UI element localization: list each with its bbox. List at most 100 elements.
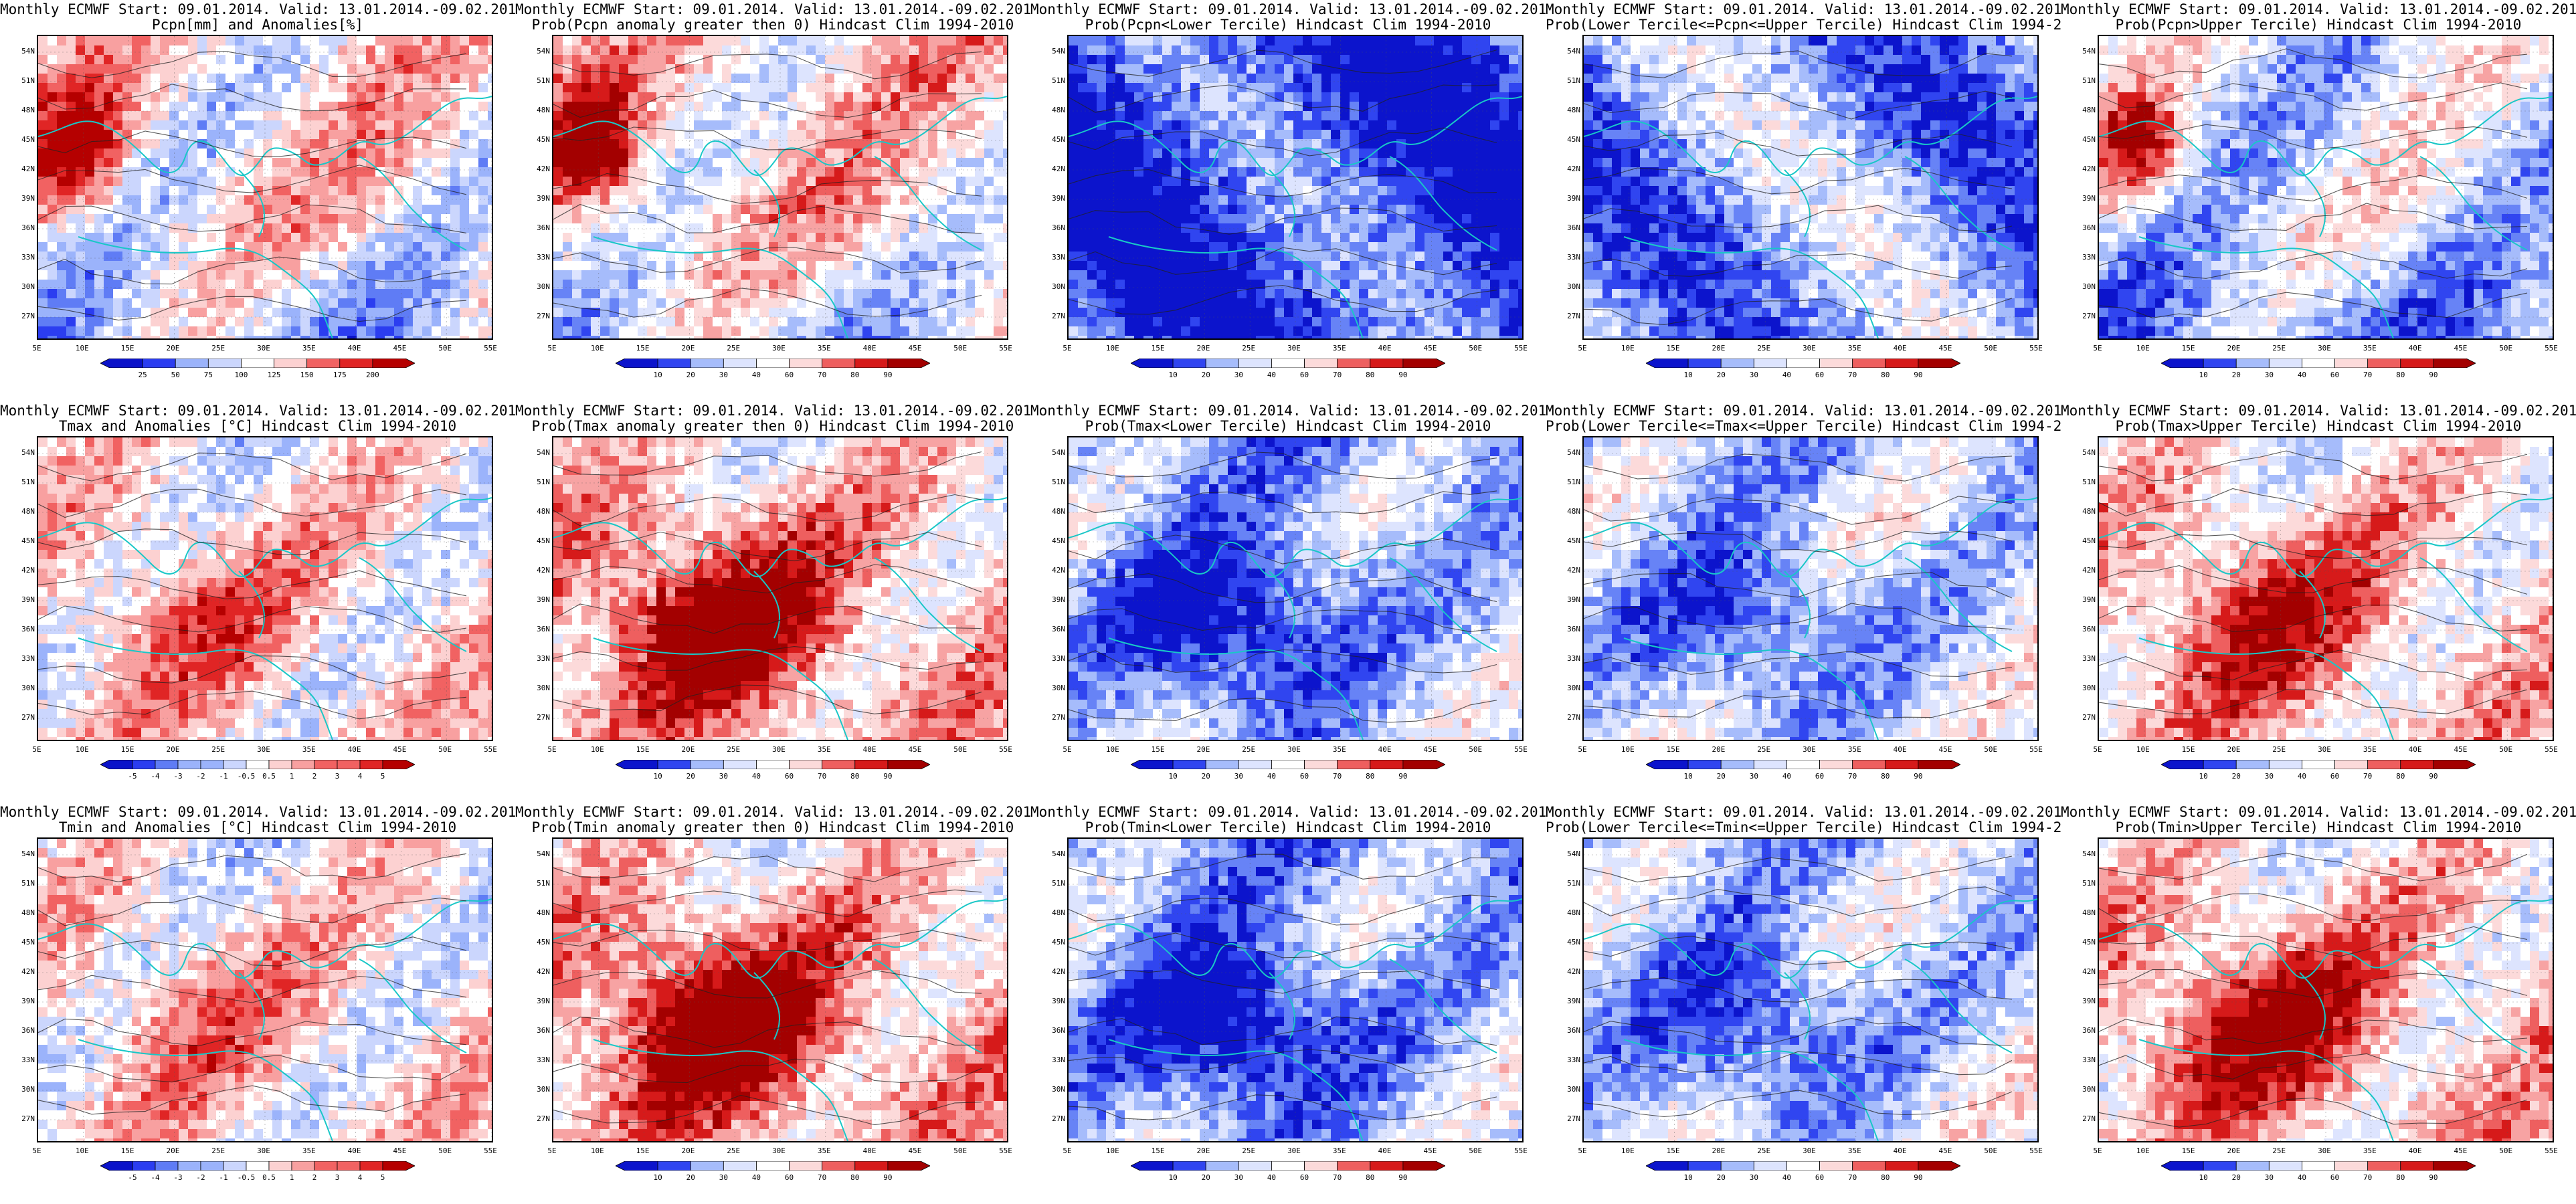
forecast-panel: Monthly ECMWF Start: 09.01.2014. Valid: … (1030, 401, 1546, 803)
longitude-label: 45E (901, 745, 928, 754)
colorbar-tick-label: 90 (1390, 772, 1416, 781)
latitude-label: 51N (15, 879, 35, 888)
latitude-label: 39N (2076, 595, 2096, 604)
longitude-label: 5E (1569, 1146, 1596, 1155)
longitude-label: 35E (1841, 745, 1868, 754)
colorbar-tick-label: 5 (369, 1173, 396, 1182)
longitude-label: 15E (114, 745, 141, 754)
latitude-label: 54N (2076, 47, 2096, 56)
colorbar (2161, 1161, 2476, 1171)
latitude-label: 30N (2076, 684, 2096, 692)
colorbar-tick-label: 90 (2420, 371, 2447, 379)
colorbar-tick-label: 30 (1740, 1173, 1767, 1182)
latitude-label: 36N (15, 223, 35, 232)
colorbar-tick-label: 40 (1773, 371, 1800, 379)
latitude-label: 30N (1560, 684, 1580, 692)
longitude-label: 25E (720, 344, 747, 353)
latitude-label: 33N (1560, 253, 1580, 262)
map-field (1069, 36, 1522, 338)
longitude-label: 20E (2220, 1146, 2247, 1155)
latitude-label: 36N (530, 1026, 550, 1035)
latitude-label: 42N (530, 967, 550, 976)
colorbar-tick-label: 20 (677, 1173, 704, 1182)
colorbar-tick-label: 70 (809, 371, 836, 379)
latitude-label: 39N (530, 997, 550, 1005)
panel-subtitle: Prob(Tmin<Lower Tercile) Hindcast Clim 1… (1030, 819, 1546, 835)
latitude-label: 36N (1560, 223, 1580, 232)
colorbar-tick-label: 20 (2223, 371, 2249, 379)
latitude-label: 27N (15, 1114, 35, 1123)
colorbar-tick-label: 80 (1872, 1173, 1899, 1182)
colorbar-tick-label: -4 (142, 772, 169, 781)
longitude-label: 40E (2402, 745, 2429, 754)
colorbar-tick-label: 5 (369, 772, 396, 781)
longitude-label: 35E (2357, 344, 2383, 353)
latitude-label: 39N (1560, 595, 1580, 604)
longitude-label: 15E (630, 1146, 656, 1155)
colorbar-tick-label: 0.5 (256, 772, 282, 781)
latitude-label: 30N (2076, 282, 2096, 291)
colorbar-tick-label: 70 (2355, 772, 2381, 781)
latitude-label: 51N (530, 76, 550, 85)
coastline-lines (2099, 898, 2553, 1141)
longitude-label: 50E (432, 1146, 458, 1155)
longitude-label: 5E (1054, 1146, 1081, 1155)
latitude-label: 45N (2076, 938, 2096, 946)
longitude-label: 50E (1977, 1146, 2004, 1155)
colorbar-tick-label: 60 (1291, 772, 1318, 781)
longitude-label: 35E (1841, 344, 1868, 353)
colorbar-tick-label: 10 (1675, 371, 1701, 379)
map-field (2099, 437, 2553, 740)
latitude-label: 48N (1560, 106, 1580, 114)
colorbar-tick-label: 30 (2256, 371, 2282, 379)
latitude-label: 54N (530, 849, 550, 858)
latitude-label: 42N (1560, 165, 1580, 173)
latitude-label: 33N (2076, 654, 2096, 663)
longitude-label: 10E (2130, 344, 2156, 353)
panel-title: Monthly ECMWF Start: 09.01.2014. Valid: … (515, 804, 1030, 820)
colorbar-tick-label: 80 (2387, 371, 2414, 379)
latitude-label: 45N (15, 536, 35, 545)
latitude-label: 36N (15, 1026, 35, 1035)
longitude-label: 15E (1145, 344, 1172, 353)
map-field (553, 839, 1007, 1141)
latitude-label: 45N (530, 536, 550, 545)
colorbar-tick-label: 3 (324, 772, 351, 781)
latitude-label: 51N (530, 879, 550, 888)
colorbar-tick-label: 90 (875, 371, 901, 379)
forecast-panel: Monthly ECMWF Start: 09.01.2014. Valid: … (2061, 803, 2576, 1204)
colorbar-tick-label: 2 (301, 772, 328, 781)
panel-subtitle: Prob(Pcpn<Lower Tercile) Hindcast Clim 1… (1030, 17, 1546, 33)
longitude-label: 55E (1507, 745, 1534, 754)
forecast-panel: Monthly ECMWF Start: 09.01.2014. Valid: … (0, 0, 515, 401)
longitude-label: 50E (2492, 1146, 2519, 1155)
panel-title: Monthly ECMWF Start: 09.01.2014. Valid: … (1030, 403, 1546, 419)
colorbar-tick-label: 20 (1192, 371, 1219, 379)
longitude-label: 10E (1615, 745, 1641, 754)
latitude-label: 54N (15, 849, 35, 858)
colorbar-tick-label: 70 (1839, 1173, 1866, 1182)
colorbar-tick-label: 4 (347, 772, 373, 781)
latitude-label: 48N (1560, 908, 1580, 917)
colorbar (100, 760, 415, 769)
longitude-label: 30E (2311, 745, 2338, 754)
map-field (38, 839, 492, 1141)
latitude-label: 30N (1045, 282, 1065, 291)
colorbar-tick-label: -1 (210, 1173, 237, 1182)
forecast-panel: Monthly ECMWF Start: 09.01.2014. Valid: … (0, 401, 515, 803)
colorbar-tick-label: 80 (1872, 371, 1899, 379)
colorbar-tick-label: -3 (165, 772, 191, 781)
longitude-label: 5E (539, 1146, 565, 1155)
colorbar-tick-label: 90 (1390, 1173, 1416, 1182)
latitude-label: 33N (1560, 1056, 1580, 1064)
latitude-label: 36N (15, 625, 35, 633)
colorbar-tick-label: 30 (710, 371, 737, 379)
colorbar-tick-label: 40 (1258, 1173, 1285, 1182)
longitude-label: 5E (1054, 344, 1081, 353)
colorbar-tick-label: 175 (327, 371, 353, 379)
longitude-label: 55E (1507, 1146, 1534, 1155)
longitude-label: 10E (69, 344, 96, 353)
longitude-label: 40E (856, 745, 883, 754)
longitude-label: 15E (114, 344, 141, 353)
longitude-label: 35E (2357, 745, 2383, 754)
